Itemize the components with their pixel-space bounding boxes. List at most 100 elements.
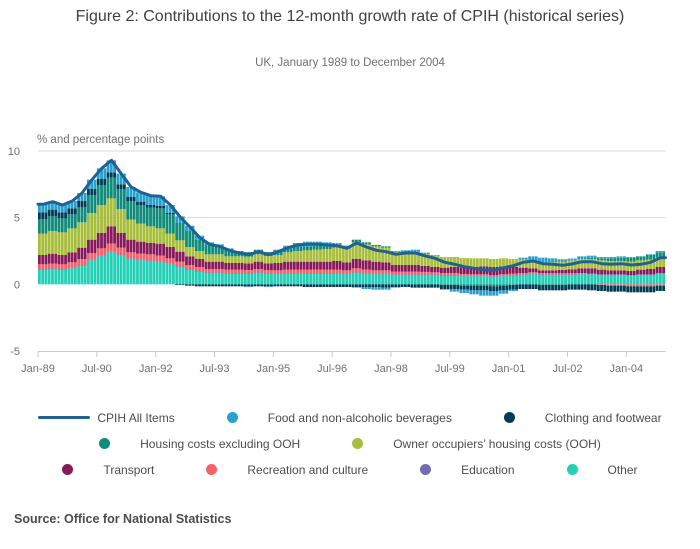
bar-segment (580, 273, 584, 275)
bar-segment (132, 201, 136, 220)
bar-segment (175, 284, 179, 285)
bar-segment (358, 268, 362, 273)
bar-segment (328, 273, 332, 274)
bar-segment (528, 260, 532, 269)
bar-segment (142, 259, 146, 261)
bar-segment (351, 239, 355, 243)
bar-segment (404, 275, 407, 285)
bar-segment (54, 263, 58, 269)
bar-segment (57, 218, 61, 233)
x-tick-label: Jan-95 (256, 363, 290, 375)
bar-segment (649, 255, 652, 260)
bar-segment (221, 272, 224, 273)
page-title: Figure 2: Contributions to the 12-month … (75, 8, 625, 25)
bar-segment (155, 262, 159, 285)
bar-segment (201, 251, 205, 259)
bar-segment (423, 274, 427, 275)
bar-segment (221, 254, 224, 262)
bar-segment (397, 251, 401, 265)
bar-segment (580, 274, 584, 285)
bar-segment (149, 195, 152, 205)
bar-segment (534, 268, 538, 273)
bar-segment (423, 271, 427, 275)
bar-segment (80, 265, 84, 266)
bar-segment (247, 270, 250, 273)
bar-segment (162, 196, 166, 206)
bar-segment (629, 286, 633, 293)
bar-segment (201, 239, 205, 251)
bar-segment (325, 249, 329, 262)
bar-segment (181, 223, 185, 241)
bar-segment (521, 274, 525, 275)
bar-segment (286, 284, 290, 287)
bar-segment (430, 275, 434, 285)
bar-segment (551, 273, 554, 275)
bar-segment (374, 246, 378, 262)
bar-segment (119, 209, 123, 233)
bar-segment (508, 289, 512, 291)
bar-segment (214, 261, 218, 269)
bar-segment (70, 201, 74, 209)
bar-segment (181, 267, 185, 285)
bar-segment (544, 285, 548, 291)
bar-segment (332, 261, 335, 270)
bar-segment (90, 189, 94, 195)
bar-segment (502, 258, 505, 267)
bar-segment (616, 284, 620, 286)
bar-segment (83, 207, 87, 223)
bar-segment (430, 284, 434, 288)
bar-segment (469, 276, 473, 285)
bar-segment (485, 285, 489, 291)
bar-segment (495, 286, 499, 291)
bar-segment (67, 208, 71, 215)
bar-segment (126, 197, 130, 201)
bar-segment (371, 273, 375, 275)
x-tick-label: Jul-99 (435, 363, 465, 375)
bar-segment (475, 274, 479, 276)
bar-segment (332, 284, 335, 287)
bar-segment (80, 259, 84, 265)
bar-segment (116, 247, 120, 255)
bar-segment (446, 275, 450, 276)
x-tick-label: Jan-92 (139, 363, 173, 375)
bar-segment (204, 273, 208, 285)
bar-segment (390, 271, 394, 275)
bar-segment (387, 284, 391, 288)
bar-segment (64, 205, 67, 213)
bar-segment (168, 213, 172, 215)
bar-segment (122, 189, 126, 209)
bar-segment (338, 247, 342, 261)
bar-segment (273, 270, 277, 274)
bar-segment (266, 256, 270, 264)
bar-segment (560, 284, 564, 285)
bar-segment (319, 261, 322, 270)
bar-segment (230, 263, 234, 270)
bar-segment (377, 284, 381, 287)
bar-segment (459, 284, 463, 286)
bar-segment (302, 269, 306, 273)
bar-segment (80, 201, 84, 207)
bar-segment (567, 275, 571, 285)
bar-segment (505, 284, 509, 286)
bar-segment (407, 275, 411, 285)
bar-segment (364, 260, 368, 270)
bar-segment (439, 273, 443, 275)
bar-segment (188, 284, 192, 286)
bar-segment (191, 231, 195, 247)
bar-segment (191, 269, 195, 285)
bar-segment (207, 272, 211, 273)
bar-segment (345, 270, 349, 274)
bar-segment (649, 286, 652, 293)
bar-segment (361, 287, 365, 289)
bar-segment (341, 273, 345, 275)
bar-segment (90, 260, 94, 285)
bar-segment (165, 264, 169, 285)
bar-segment (60, 218, 64, 233)
bar-segment (485, 275, 489, 277)
bar-segment (433, 255, 437, 256)
bar-segment (204, 269, 208, 273)
bar-segment (374, 270, 378, 274)
bar-segment (453, 284, 456, 285)
bar-segment (377, 287, 381, 290)
bar-segment (567, 273, 571, 275)
